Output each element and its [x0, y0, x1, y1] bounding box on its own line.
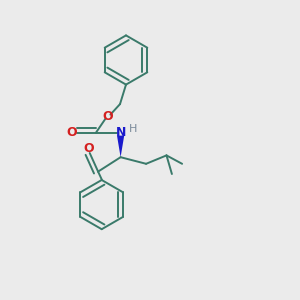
Polygon shape	[117, 136, 124, 157]
Text: O: O	[67, 126, 77, 139]
Text: O: O	[103, 110, 113, 123]
Text: H: H	[129, 124, 137, 134]
Text: N: N	[116, 126, 126, 139]
Text: O: O	[83, 142, 94, 155]
